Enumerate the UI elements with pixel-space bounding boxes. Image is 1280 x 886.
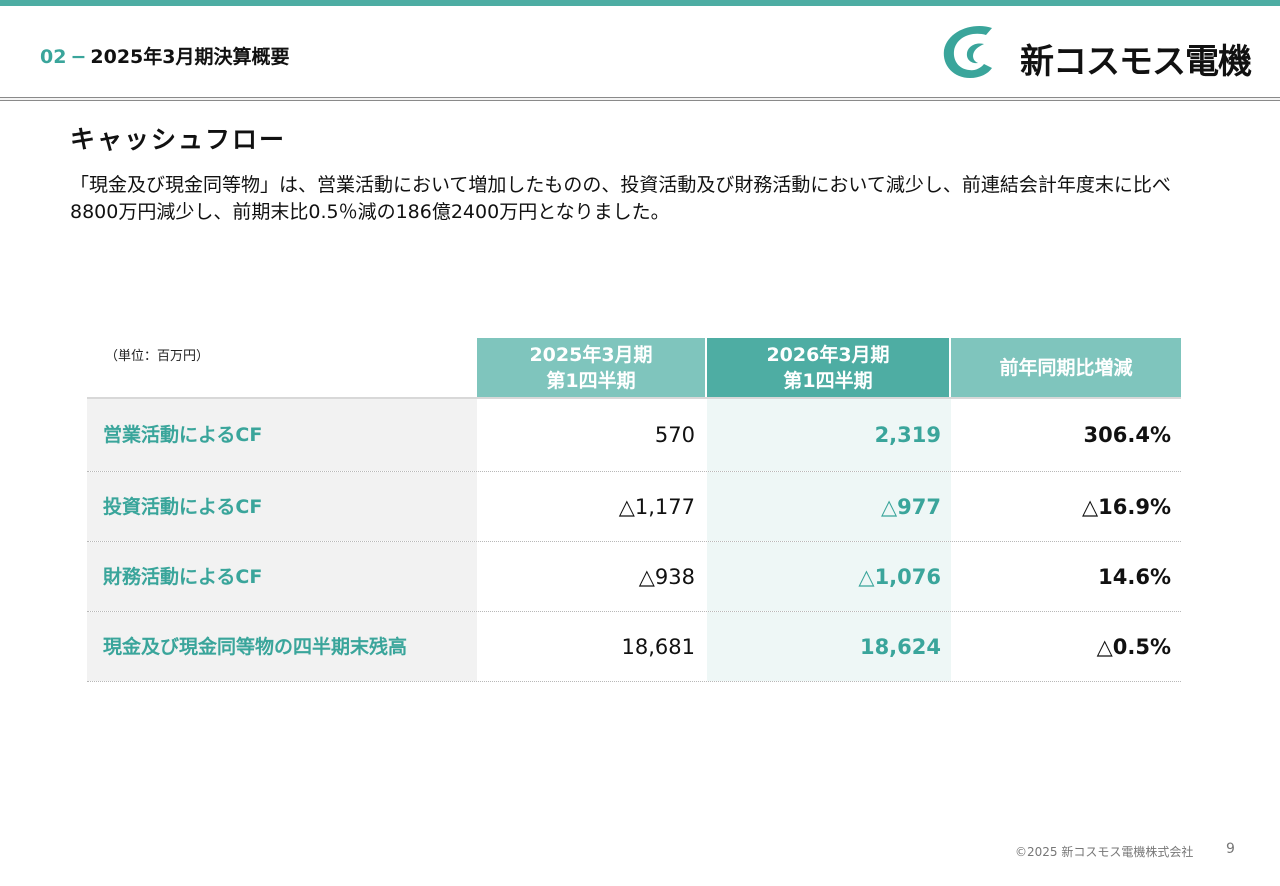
- logo-mark-icon: [943, 26, 992, 78]
- row-label-investing-cf: 投資活動によるCF: [87, 472, 477, 541]
- column-header-change: 前年同期比増減: [951, 338, 1181, 398]
- top-accent-bar: [0, 0, 1280, 6]
- cell-change: △16.9%: [1081, 494, 1171, 519]
- cell-prev: 18,681: [621, 634, 695, 659]
- cell-current: 2,319: [707, 399, 951, 471]
- page-heading: キャッシュフロー: [70, 125, 287, 154]
- row-label-operating-cf: 営業活動によるCF: [87, 399, 477, 471]
- cell-prev: △938: [638, 564, 695, 589]
- row-divider: [87, 681, 1181, 682]
- row-divider: [87, 541, 1181, 542]
- row-label-cash-balance: 現金及び現金同等物の四半期末残高: [87, 612, 477, 681]
- row-divider: [87, 471, 1181, 472]
- page-number: 9: [1226, 841, 1235, 857]
- unit-label: （単位：百万円）: [105, 349, 210, 364]
- column-header-prev: 2025年3月期 第1四半期: [477, 338, 705, 398]
- section-title-text: 2025年3月期決算概要: [90, 46, 290, 68]
- row-label-financing-cf: 財務活動によるCF: [87, 542, 477, 611]
- company-logo: 新コスモス電機: [940, 20, 1252, 82]
- section-number: 02: [40, 46, 67, 68]
- section-title: 02−2025年3月期決算概要: [40, 42, 289, 69]
- column-header-line2: 第1四半期: [783, 370, 873, 392]
- column-header-line1: 2025年3月期: [529, 344, 653, 366]
- table-header-rule: [87, 397, 1181, 399]
- cell-prev: △1,177: [618, 494, 695, 519]
- description-text: 「現金及び現金同等物」は、営業活動において増加したものの、投資活動及び財務活動に…: [70, 174, 1171, 223]
- column-header-line2: 第1四半期: [546, 370, 636, 392]
- copyright-footer: ©2025 新コスモス電機株式会社: [1015, 845, 1194, 859]
- column-header-current: 2026年3月期 第1四半期: [707, 338, 949, 398]
- column-header-line1: 前年同期比増減: [999, 357, 1133, 379]
- cell-prev: 570: [654, 423, 695, 447]
- logo-text: 新コスモス電機: [1020, 42, 1252, 82]
- column-header-line1: 2026年3月期: [766, 344, 890, 366]
- cell-current: 18,624: [707, 612, 951, 681]
- cell-change: 306.4%: [1083, 423, 1171, 447]
- cell-change: △0.5%: [1096, 634, 1171, 659]
- header-divider: [0, 97, 1280, 101]
- cell-current: △1,076: [707, 542, 951, 611]
- cell-change: 14.6%: [1098, 564, 1171, 589]
- section-dash: −: [70, 46, 87, 68]
- cell-current: △977: [707, 472, 951, 541]
- row-divider: [87, 611, 1181, 612]
